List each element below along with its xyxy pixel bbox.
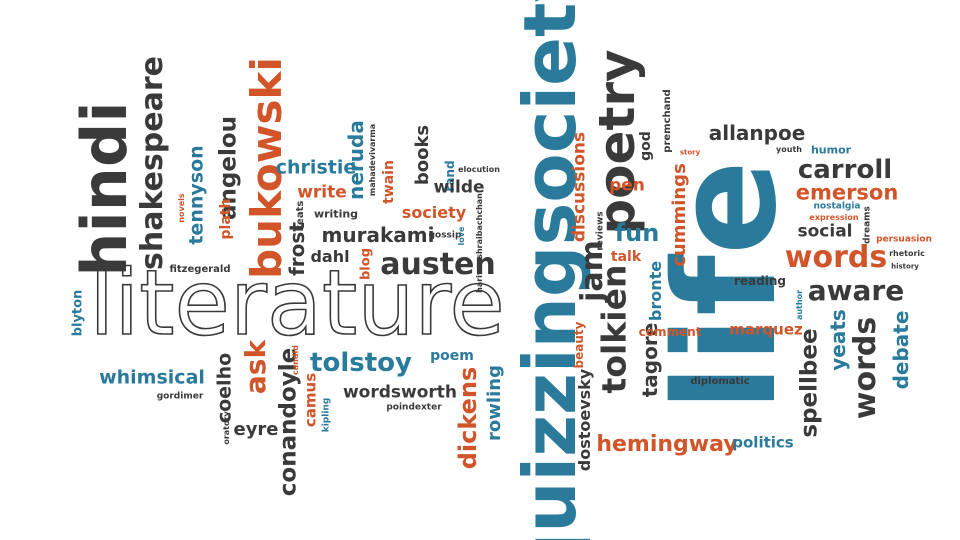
word-whimsical: whimsical [99,366,205,389]
word-persuasion: persuasion [876,234,932,245]
word-allanpoe: allanpoe [708,121,806,145]
word-keats: keats [295,200,306,232]
word-poetry: poetry [588,49,646,235]
word-debate: debate [889,310,913,390]
word-social: social [797,221,853,242]
word-expression: expression [809,213,859,222]
word-reviews: reviews [595,211,606,251]
word-neruda: neruda [344,120,368,200]
word-emerson: emerson [795,180,899,205]
word-literature: literature [88,251,505,356]
word-murakami: murakami [321,223,435,247]
word-fitzegerald: fitzegerald [169,264,231,275]
word-fun: fun [614,219,660,247]
word-spellbee: spellbee [796,328,823,438]
word-plath: plath [218,198,234,240]
word-gossip: gossip [428,230,462,241]
word-story: story [679,148,701,157]
word-blyton: blyton [70,289,86,337]
word-rhetoric: rhetoric [889,249,925,258]
word-premchand: premchand [662,89,673,153]
word-tolstoy: tolstoy [310,348,412,378]
word-pen: pen [609,175,645,196]
word-eyre: eyre [233,419,279,440]
word-dahl: dahl [310,247,350,266]
word-hemingway: hemingway [596,432,738,457]
word-tolkien: tolkien [594,264,634,394]
word-dreams: dreams [862,206,873,244]
word-camus: camus [301,372,320,428]
word-ask: ask [239,339,272,395]
word-author: author [795,289,804,321]
word-tennyson: tennyson [185,145,208,245]
word-wordsworth: wordsworth [342,382,458,403]
word-novels: novels [177,193,186,223]
word-reading: reading [734,274,786,288]
word-society: society [401,203,467,222]
word-gordimer: gordimer [156,391,204,402]
word-oratory: oratory [222,411,231,445]
word-politics: politics [732,433,794,452]
word-words-orange: words [784,240,888,275]
word-candid: candid [291,344,300,376]
word-words-dark: words [848,316,883,420]
word-mahadevivarma: mahadevivarma [368,123,377,197]
word-love: love [457,226,466,246]
word-history: history [891,262,919,271]
word-diplomatic: diplomatic [690,376,750,387]
word-beauty: beauty [572,321,586,369]
word-carroll: carroll [797,155,893,185]
word-wilde: wilde [433,177,485,198]
word-cummings: cummings [669,163,690,267]
word-discussions: discussions [569,131,590,243]
word-comment: comment [638,325,702,339]
word-twain: twain [381,160,397,204]
word-marquez: marquez [729,320,803,339]
word-dickens: dickens [454,366,482,470]
word-god: god [638,131,654,161]
word-elocution: elocution [458,165,500,174]
word-books: books [412,124,433,186]
word-yeats: yeats [826,309,850,371]
word-dostoevsky: dostoevsky [575,368,594,472]
word-hindi: hindi [68,101,141,277]
word-blog: blog [358,248,374,280]
word-poem: poem [430,348,474,364]
word-writing: writing [313,207,359,221]
word-talk: talk [610,249,642,265]
word-write: write [297,182,347,203]
word-christie: christie [275,156,357,179]
word-bronte: bronte [646,260,665,322]
word-poindexter: poindexter [386,402,442,413]
word-austen: austen [380,247,496,282]
word-humor: humor [810,143,852,157]
word-youth: youth [776,145,802,154]
word-aware: aware [807,274,905,307]
word-kipling: kipling [321,397,332,433]
word-shakespeare: shakespeare [135,55,170,271]
word-rowling: rowling [484,365,505,441]
word-nostalgia: nostalgia [813,201,861,212]
